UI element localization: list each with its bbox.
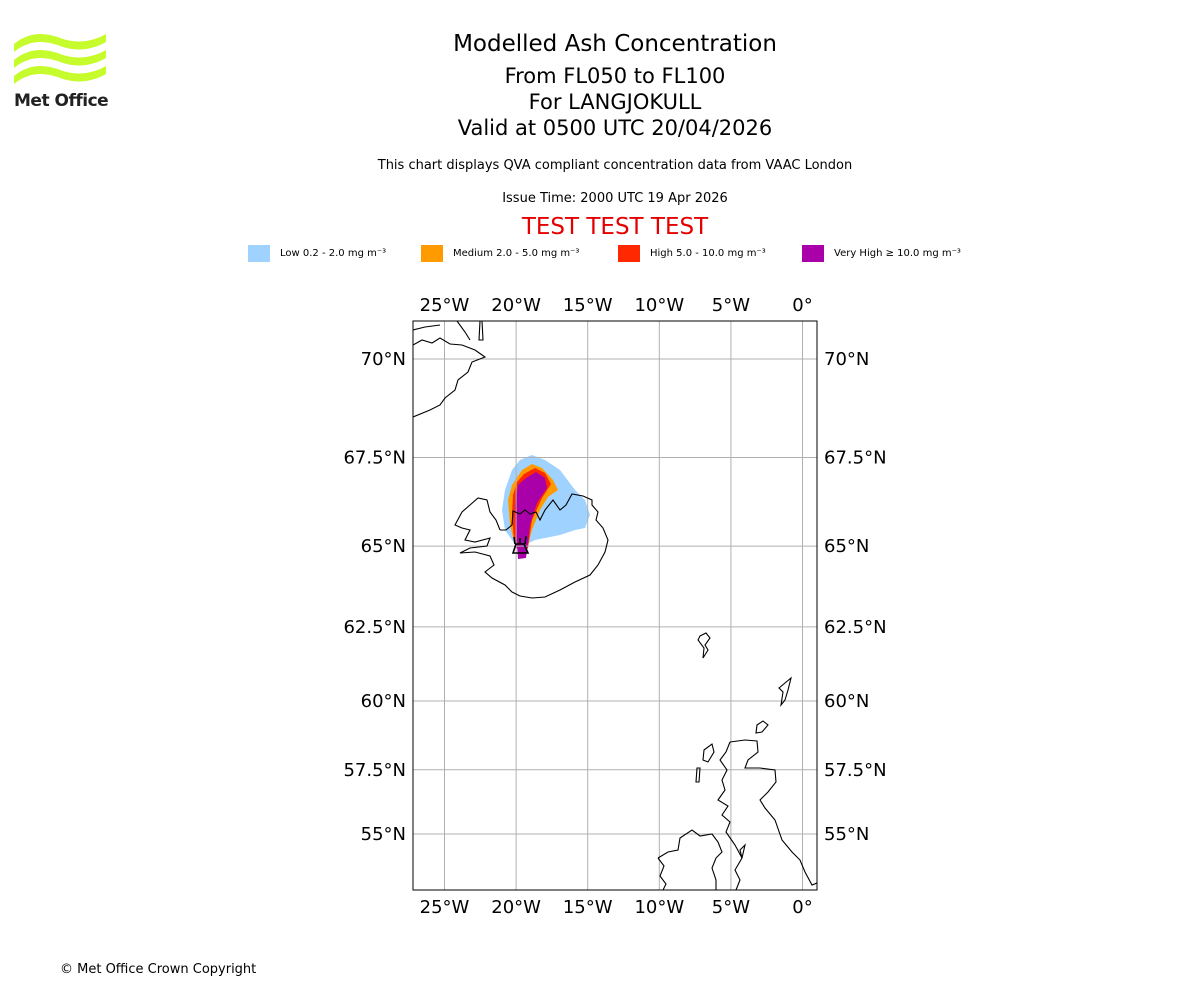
legend-label: Medium 2.0 - 5.0 mg m⁻³ [453,248,580,259]
coastlines [413,321,817,890]
ireland-coast [657,829,723,890]
lat-tick-label: 62.5°N [343,617,406,638]
lat-tick-label: 70°N [361,349,406,370]
lat-tick-label: 55°N [361,824,406,845]
greenland-coast [413,337,487,418]
chart-title: Modelled Ash Concentration [453,31,777,57]
lat-tick-label: 62.5°N [824,617,887,638]
orkney-islands [755,720,769,734]
chart-description: This chart displays QVA compliant concen… [377,158,853,173]
legend-item-low: Low 0.2 - 2.0 mg m⁻³ [248,245,386,262]
legend-label: High 5.0 - 10.0 mg m⁻³ [650,248,766,259]
lat-tick-label: 65°N [824,536,869,557]
graticule [413,321,817,890]
lon-tick-label: 10°W [634,897,684,918]
lon-tick-label: 15°W [563,897,613,918]
legend-item-medium: Medium 2.0 - 5.0 mg m⁻³ [421,245,579,262]
legend-item-high: High 5.0 - 10.0 mg m⁻³ [618,245,766,262]
lat-tick-label: 67.5°N [343,448,406,469]
lon-tick-label: 0° [792,295,812,316]
met-office-logo-waves [14,34,106,84]
outer-hebrides [695,743,715,783]
ash-very-high-area [515,472,547,559]
issue-time: Issue Time: 2000 UTC 19 Apr 2026 [502,191,728,206]
legend-item-very-high: Very High ≥ 10.0 mg m⁻³ [802,245,961,262]
lon-tick-label: 0° [792,897,812,918]
lon-tick-label: 10°W [634,295,684,316]
legend-swatch [248,245,270,262]
volcano-marker-icon [511,535,530,554]
map-frame [412,320,818,891]
scotland-england-coast [717,739,817,890]
lon-tick-label: 15°W [563,295,613,316]
lon-tick-label: 5°W [712,897,750,918]
lat-tick-label: 70°N [824,349,869,370]
met-office-logo-text: Met Office [14,91,109,111]
faroe-islands [697,632,711,659]
lat-tick-label: 57.5°N [824,760,887,781]
legend-label: Very High ≥ 10.0 mg m⁻³ [834,248,961,259]
lat-tick-label: 55°N [824,824,869,845]
lon-tick-label: 25°W [420,295,470,316]
lon-tick-label: 20°W [491,897,541,918]
valid-time: Valid at 0500 UTC 20/04/2026 [457,116,773,140]
legend-label: Low 0.2 - 2.0 mg m⁻³ [280,248,387,259]
lat-tick-label: 60°N [824,691,869,712]
legend-swatch [618,245,640,262]
iceland-coast [454,493,609,599]
lat-tick-label: 67.5°N [824,448,887,469]
shetland-islands [778,676,792,707]
lat-tick-label: 60°N [361,691,406,712]
legend-swatch [802,245,824,262]
volcano-name: For LANGJOKULL [528,90,702,114]
legend-swatch [421,245,443,262]
flight-levels: From FL050 to FL100 [504,64,726,88]
lon-tick-label: 5°W [712,295,750,316]
lon-tick-label: 20°W [491,295,541,316]
lat-tick-label: 65°N [361,536,406,557]
copyright: © Met Office Crown Copyright [60,962,257,977]
test-banner: TEST TEST TEST [521,214,709,240]
lon-tick-label: 25°W [420,897,470,918]
lat-tick-label: 57.5°N [343,760,406,781]
